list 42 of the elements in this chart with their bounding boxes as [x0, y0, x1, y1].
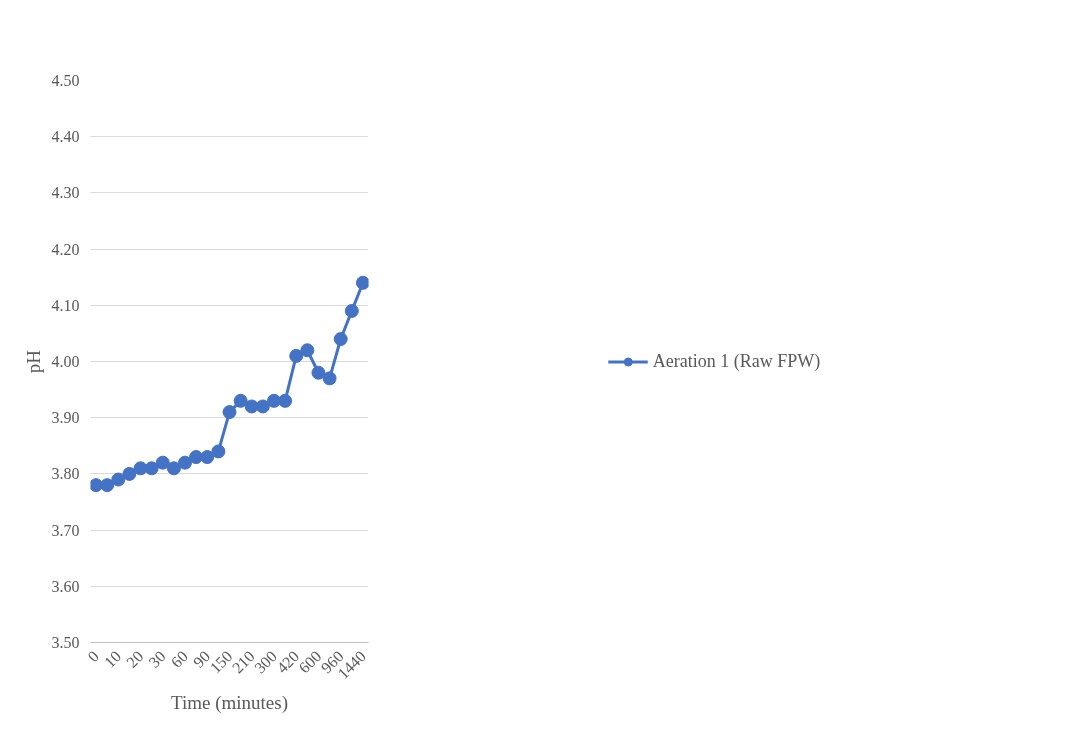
x-tick-label: 20	[123, 647, 147, 671]
point	[166, 461, 181, 476]
x-tick-label: 60	[167, 647, 192, 671]
point	[233, 393, 248, 408]
point	[133, 461, 148, 476]
point	[255, 399, 270, 414]
point	[278, 393, 293, 408]
point	[322, 371, 337, 386]
point	[222, 405, 237, 420]
y-tick-label: 3.60	[51, 577, 80, 595]
y-tick-label: 4.20	[51, 240, 80, 258]
y-tick-label: 3.80	[51, 465, 80, 483]
point	[200, 450, 215, 465]
y-tick-label: 4.30	[51, 184, 80, 202]
y-tick-label: 3.50	[51, 634, 80, 651]
x-tick-label: 10	[100, 647, 125, 671]
point	[333, 332, 348, 347]
y-tick-label: 3.70	[51, 521, 80, 539]
x-tick-label: 30	[145, 647, 169, 671]
point	[122, 466, 137, 481]
point	[155, 455, 170, 470]
point	[311, 365, 326, 380]
point	[300, 343, 315, 358]
x-axis-title: Time (minutes)	[171, 691, 288, 714]
point	[178, 455, 193, 470]
point	[289, 348, 304, 363]
y-tick-label: 4.10	[51, 296, 80, 314]
x-tick-label: 0	[84, 647, 103, 666]
legend-label: Aeration 1 (Raw FPW)	[652, 350, 821, 372]
point	[111, 472, 126, 487]
point	[344, 303, 359, 318]
point	[211, 444, 226, 459]
point	[244, 399, 259, 414]
y-tick-label: 4.40	[51, 128, 80, 146]
y-tick-label: 3.90	[51, 409, 80, 427]
y-axis-title: pH	[22, 349, 44, 374]
point	[100, 478, 115, 493]
point	[266, 393, 281, 408]
y-tick-label: 4.00	[51, 353, 80, 370]
point	[355, 275, 369, 290]
y-tick-label: 4.50	[51, 72, 80, 89]
point	[144, 461, 159, 476]
